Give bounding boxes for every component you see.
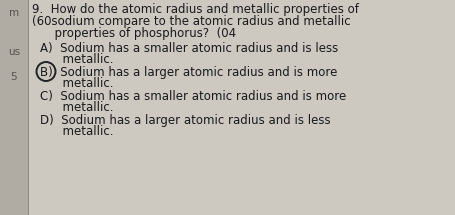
Text: metallic.: metallic. bbox=[40, 101, 113, 114]
Text: C)  Sodium has a smaller atomic radius and is more: C) Sodium has a smaller atomic radius an… bbox=[40, 90, 345, 103]
Text: metallic.: metallic. bbox=[40, 125, 113, 138]
Text: metallic.: metallic. bbox=[40, 53, 113, 66]
Text: properties of phosphorus?  (04: properties of phosphorus? (04 bbox=[32, 27, 236, 40]
Text: m: m bbox=[9, 8, 19, 18]
Text: (60sodium compare to the atomic radius and metallic: (60sodium compare to the atomic radius a… bbox=[32, 15, 350, 28]
Text: 9.  How do the atomic radius and metallic properties of: 9. How do the atomic radius and metallic… bbox=[32, 3, 358, 16]
FancyBboxPatch shape bbox=[0, 0, 28, 215]
Text: us: us bbox=[8, 47, 20, 57]
Text: D)  Sodium has a larger atomic radius and is less: D) Sodium has a larger atomic radius and… bbox=[40, 114, 330, 127]
Text: A)  Sodium has a smaller atomic radius and is less: A) Sodium has a smaller atomic radius an… bbox=[40, 42, 338, 55]
Text: 5: 5 bbox=[10, 72, 17, 82]
Text: metallic.: metallic. bbox=[40, 77, 113, 90]
FancyBboxPatch shape bbox=[28, 0, 455, 215]
Text: B)  Sodium has a larger atomic radius and is more: B) Sodium has a larger atomic radius and… bbox=[40, 66, 337, 79]
